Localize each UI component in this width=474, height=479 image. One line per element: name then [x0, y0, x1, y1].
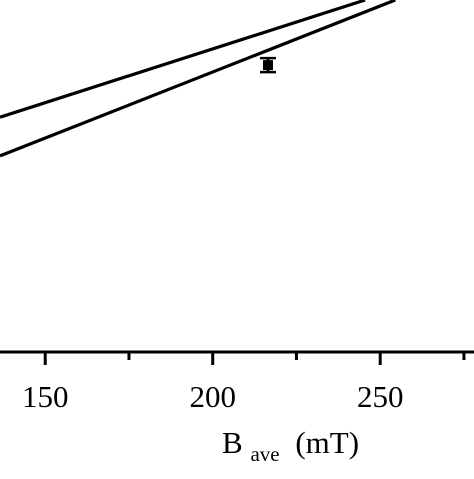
series-line-2 — [0, 0, 396, 158]
x-tick-label-250: 250 — [357, 379, 404, 414]
x-tick-label-150: 150 — [22, 379, 69, 414]
x-tick-label-200: 200 — [189, 379, 236, 414]
x-axis-label-base: B — [222, 425, 243, 460]
plot-area — [0, 0, 396, 158]
data-point-2-1 — [262, 60, 273, 71]
series-line-1 — [0, 0, 366, 119]
x-axis: 150 200 250 — [0, 350, 474, 414]
x-axis-label: B ave (mT) — [222, 425, 359, 468]
x-axis-label-subscript: ave — [250, 442, 279, 466]
x-axis-label-unit: (mT) — [295, 425, 359, 460]
